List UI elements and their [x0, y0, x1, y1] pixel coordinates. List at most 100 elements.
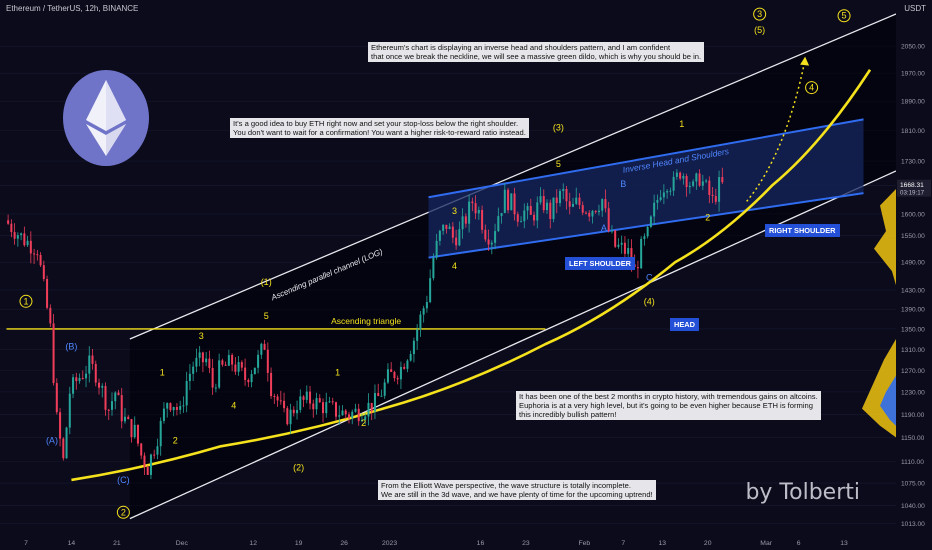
candle: [373, 393, 376, 412]
candle: [364, 416, 367, 420]
candle: [192, 366, 195, 374]
candle: [591, 210, 594, 217]
candle: [636, 267, 639, 269]
x-tick-label: Dec: [176, 540, 189, 547]
candle: [640, 238, 643, 269]
candle: [438, 230, 441, 241]
candle: [614, 230, 617, 247]
candle: [52, 323, 55, 384]
price-label-bg: [897, 179, 931, 197]
y-tick-label: 1600.00: [901, 211, 925, 218]
candle: [630, 248, 633, 265]
candle: [399, 366, 402, 380]
wave-label: 1: [335, 368, 340, 378]
y-tick-label: 1430.00: [901, 287, 925, 294]
y-tick-label: 1310.00: [901, 347, 925, 354]
x-tick-label: 19: [295, 540, 303, 547]
wave-label: (4): [644, 296, 655, 306]
candle: [507, 189, 510, 211]
candle: [16, 235, 19, 239]
candle: [617, 244, 620, 247]
x-tick-label: 23: [522, 540, 530, 547]
candle: [552, 197, 555, 220]
candle: [133, 424, 136, 438]
candle: [529, 205, 532, 215]
volume-profile-upper: [874, 189, 896, 286]
wave-label: 1: [679, 119, 684, 129]
candle: [338, 415, 341, 417]
wave-label: (2): [293, 463, 304, 473]
candle: [377, 393, 380, 397]
candle: [13, 232, 16, 239]
candle: [604, 199, 607, 209]
candle: [406, 360, 409, 369]
candle: [318, 398, 321, 403]
candle: [692, 181, 695, 186]
candle: [270, 372, 273, 397]
wave-label-circle: [837, 9, 851, 23]
candle: [20, 233, 23, 236]
wave-label: 2: [361, 418, 366, 428]
candle: [296, 409, 299, 414]
candle: [533, 214, 536, 221]
wave-label: (C): [117, 475, 130, 485]
wave-label: 1: [160, 368, 165, 378]
x-tick-label: 26: [340, 540, 348, 547]
candle: [542, 196, 545, 211]
wave-label: 3: [757, 9, 762, 19]
candle: [526, 205, 529, 211]
price-label: 1668.31: [900, 182, 924, 189]
candle: [101, 385, 104, 388]
candle: [601, 199, 604, 211]
candle: [273, 396, 276, 398]
candle: [481, 210, 484, 230]
candle: [136, 424, 139, 444]
candle: [120, 395, 123, 422]
candle: [149, 454, 152, 475]
y-tick-label: 1490.00: [901, 260, 925, 267]
candle: [188, 373, 191, 382]
candle: [597, 210, 600, 213]
y-axis-bg: [896, 0, 932, 550]
wave-label: (A): [46, 435, 58, 445]
wave-label: 2: [173, 435, 178, 445]
x-tick-label: 16: [477, 540, 485, 547]
candle: [81, 377, 84, 379]
candle: [610, 230, 613, 232]
wave-label: 1: [23, 296, 28, 306]
candle: [627, 248, 630, 254]
candle: [451, 226, 454, 238]
price-countdown: 03:19:17: [900, 190, 925, 197]
candle: [490, 242, 493, 245]
candle: [328, 401, 331, 403]
candle: [302, 396, 305, 400]
candle: [435, 240, 438, 258]
wave-label: 4: [452, 261, 457, 271]
candle: [571, 203, 574, 207]
candle: [289, 409, 292, 425]
x-tick-label: 12: [249, 540, 257, 547]
candle: [357, 408, 360, 422]
wave-label: C: [646, 273, 653, 283]
candle: [555, 197, 558, 204]
x-tick-label: 7: [621, 540, 625, 547]
ascending-channel-upper: [129, 13, 897, 340]
candle: [234, 364, 237, 372]
candle: [643, 236, 646, 239]
candle: [221, 360, 224, 365]
candle: [649, 216, 652, 227]
symbol-header: Ethereum / TetherUS, 12h, BINANCE: [6, 4, 139, 13]
candle: [383, 382, 386, 396]
candle: [263, 343, 266, 350]
note-inverse-hs: Ethereum's chart is displaying an invers…: [368, 42, 705, 62]
candle: [94, 363, 97, 383]
candle: [146, 466, 149, 475]
candle: [653, 202, 656, 217]
candle: [250, 374, 253, 383]
candle: [565, 188, 568, 202]
candle: [179, 406, 182, 410]
candle: [484, 229, 487, 240]
volume-profile-blue: [880, 375, 896, 426]
